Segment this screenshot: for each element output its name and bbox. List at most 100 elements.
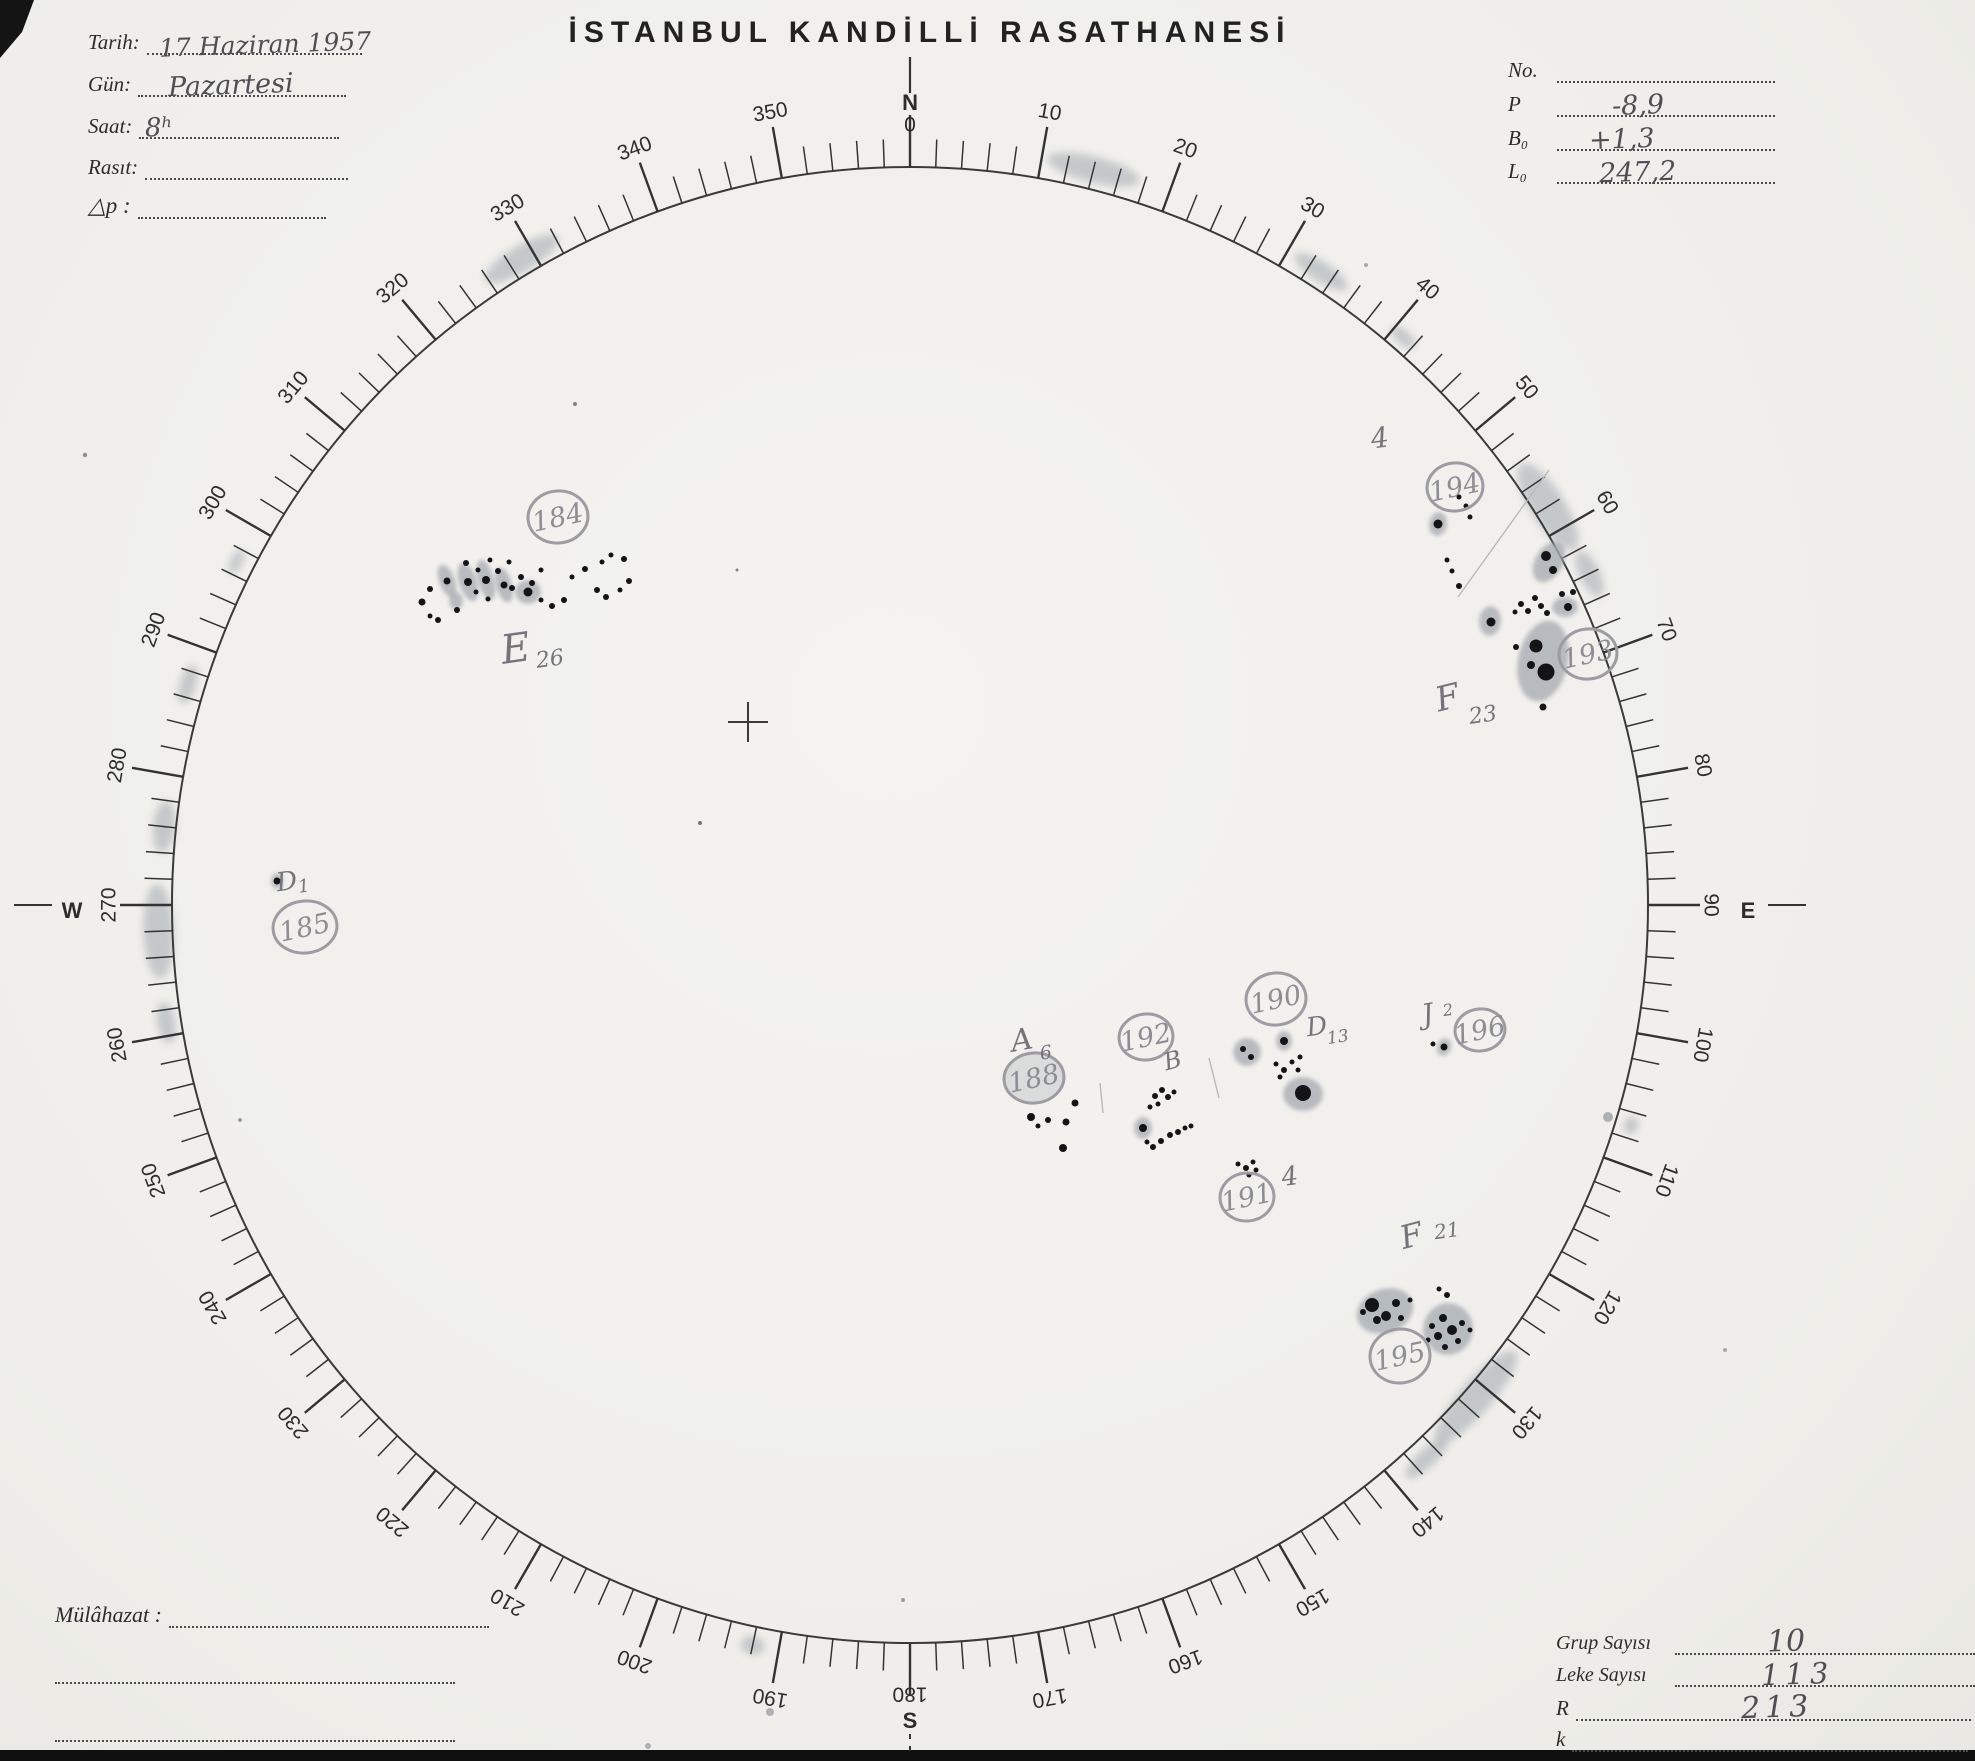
degree-tick: [1593, 617, 1621, 630]
degree-tick: [1363, 300, 1383, 324]
degree-label: 290: [137, 609, 171, 650]
sunspot: [427, 613, 433, 619]
sunspot: [1147, 1104, 1153, 1110]
degree-label: 70: [1652, 615, 1682, 645]
gun-line: Pazartesi: [138, 68, 347, 103]
degree-tick: [199, 1180, 227, 1193]
degree-tick: [549, 1556, 565, 1582]
degree-label: 220: [372, 1502, 414, 1542]
sunspot: [1280, 1037, 1288, 1045]
paper-speck: [238, 1118, 242, 1122]
group-annotation: A: [1005, 1021, 1035, 1060]
degree-label: 200: [614, 1645, 655, 1679]
paper-speck: [82, 452, 88, 458]
tarih-label: Tarih:: [88, 30, 140, 54]
degree-tick: [221, 568, 248, 583]
group-annotation: 4: [1368, 420, 1391, 455]
degree-tick: [1636, 766, 1689, 779]
degree-tick: [151, 797, 180, 804]
degree-tick: [259, 1295, 285, 1312]
degree-tick: [396, 335, 417, 358]
r-number-label: R: [1556, 1696, 1569, 1720]
sunspot: [1398, 1315, 1404, 1321]
group-number-185: 185: [276, 908, 333, 949]
degree-tick: [638, 162, 659, 212]
scan-edge-strip: [0, 1750, 1975, 1761]
grup-sayisi-label: Grup Sayısı: [1556, 1632, 1651, 1654]
degree-tick: [1209, 204, 1223, 232]
degree-tick: [167, 633, 217, 654]
group-annotation: D: [273, 866, 299, 899]
sunspot: [1407, 1297, 1413, 1303]
sunspot: [509, 585, 515, 591]
sunspot: [1459, 1320, 1465, 1326]
degree-tick: [289, 454, 314, 472]
degree-label-180: 180: [892, 1682, 927, 1705]
degree-label: 80: [1689, 752, 1716, 779]
sunspot: [1253, 1167, 1259, 1173]
degree-tick: [160, 1057, 189, 1065]
compass-north-label: N: [902, 90, 918, 115]
sunspot: [473, 589, 479, 595]
degree-tick: [305, 1358, 329, 1378]
sunspot: [569, 574, 575, 580]
degree-tick: [986, 1638, 991, 1667]
degree-tick: [882, 1642, 885, 1671]
group-number-circle-188: [1002, 1051, 1066, 1105]
degree-tick: [1457, 391, 1480, 412]
limb-smudge: [1405, 1438, 1448, 1479]
degree-tick: [377, 353, 398, 375]
sunspot: [1297, 1054, 1303, 1060]
degree-tick: [1474, 1378, 1516, 1414]
grup-sayisi-line: 10: [1675, 1623, 1975, 1660]
sunspot: [594, 587, 600, 593]
degree-label: 340: [614, 132, 655, 166]
degree-tick: [340, 1398, 363, 1419]
tarih-line: 17 Haziran 1957: [146, 26, 371, 63]
degree-tick: [459, 1501, 477, 1526]
sunspot: [1035, 1123, 1041, 1129]
degree-tick: [233, 1250, 259, 1266]
field-tarih: Tarih: 17 Haziran 1957: [88, 26, 371, 63]
degree-tick: [1036, 126, 1049, 179]
sunspot: [495, 568, 501, 574]
group-annotation: 13: [1326, 1026, 1350, 1049]
degree-tick: [1631, 745, 1660, 753]
degree-label: 230: [273, 1402, 313, 1444]
sunspot: [1392, 1299, 1400, 1307]
sunspot: [538, 567, 544, 573]
sunspot: [1537, 663, 1555, 681]
degree-tick: [401, 299, 437, 341]
sunspot: [529, 580, 535, 586]
group-annotation: J: [1414, 996, 1437, 1032]
degree-tick: [1255, 1556, 1271, 1582]
degree-tick: [481, 269, 498, 294]
k-factor-line: [1572, 1730, 1969, 1752]
sunspot: [1273, 1061, 1279, 1067]
sunspot: [561, 597, 567, 603]
degree-tick: [1383, 299, 1419, 341]
degree-tick: [638, 1598, 659, 1648]
limb-smudge: [1434, 1350, 1518, 1444]
rasit-line: [145, 158, 349, 180]
degree-tick: [698, 1614, 708, 1642]
sunspot: [1444, 1292, 1450, 1298]
degree-tick: [1457, 1398, 1480, 1419]
sunspot: [1429, 1323, 1435, 1329]
sunspot: [1182, 1125, 1188, 1131]
no-label: No.: [1508, 58, 1538, 82]
degree-tick: [1643, 981, 1672, 986]
sunspot: [1365, 1298, 1379, 1312]
sunspot: [1433, 519, 1443, 529]
degree-label-0: 0: [904, 114, 916, 137]
degree-tick: [1036, 1631, 1049, 1684]
sunspot: [1559, 591, 1565, 597]
leke-sayisi-label: Leke Sayısı: [1556, 1664, 1647, 1686]
limb-smudge: [1391, 326, 1416, 349]
group-number-circle-195: [1368, 1327, 1432, 1385]
sunspot: [475, 567, 481, 573]
sunspot: [435, 617, 441, 623]
degree-tick: [1625, 718, 1654, 728]
group-number-circle-185: [271, 899, 339, 955]
degree-label: 150: [1292, 1583, 1334, 1620]
